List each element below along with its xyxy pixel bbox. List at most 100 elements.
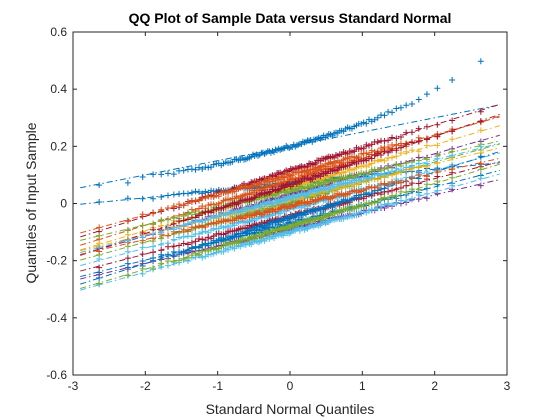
qq-point-marker [220, 248, 227, 255]
qq-point-marker [184, 228, 191, 235]
qq-point-marker [351, 148, 358, 155]
qq-point-marker [210, 250, 217, 257]
qq-point-marker [96, 199, 103, 206]
qq-point-marker [389, 134, 396, 141]
qq-point-marker [199, 228, 206, 235]
y-tick-label: -0.2 [46, 254, 67, 268]
qq-point-marker [423, 123, 430, 130]
qq-point-marker [381, 157, 388, 164]
qq-point-marker [150, 220, 157, 227]
qq-point-marker [180, 255, 187, 262]
qq-point-marker [477, 182, 484, 189]
qq-point-marker [199, 166, 206, 173]
qq-point-marker [139, 244, 146, 251]
qq-point-marker [188, 252, 195, 259]
qq-point-marker [139, 265, 146, 272]
qq-point-marker [258, 203, 265, 210]
qq-point-marker [393, 147, 400, 154]
qq-point-marker [96, 256, 103, 263]
qq-point-marker [368, 174, 375, 181]
qq-point-marker [150, 195, 157, 202]
qq-point-marker [170, 236, 177, 243]
qq-point-marker [176, 234, 183, 241]
qq-point-marker [324, 163, 331, 170]
qq-point-marker [192, 243, 199, 250]
qq-point-marker [158, 229, 165, 236]
qq-point-marker [415, 96, 422, 103]
qq-point-marker [409, 162, 416, 169]
qq-point-marker [415, 180, 422, 187]
qq-point-marker [205, 234, 212, 241]
qq-point-marker [378, 195, 385, 202]
x-tick-label: -2 [140, 379, 151, 393]
qq-point-marker [415, 186, 422, 193]
qq-point-marker [158, 216, 165, 223]
qq-point-marker [158, 260, 165, 267]
qq-point-marker [403, 164, 410, 171]
reference-line [80, 147, 500, 252]
qq-point-marker [202, 209, 209, 216]
qq-point-marker [188, 189, 195, 196]
qq-point-marker [205, 208, 212, 215]
qq-point-marker [164, 252, 171, 259]
qq-point-marker [409, 139, 416, 146]
qq-point-marker [184, 254, 191, 261]
qq-point-marker [338, 159, 345, 166]
qq-point-marker [289, 172, 296, 179]
qq-point-marker [365, 201, 372, 208]
qq-point-marker [188, 166, 195, 173]
qq-point-marker [320, 214, 327, 221]
qq-point-marker [371, 206, 378, 213]
qq-point-marker [96, 232, 103, 239]
qq-point-marker [208, 227, 215, 234]
qq-point-marker [164, 205, 171, 212]
qq-point-marker [188, 219, 195, 226]
qq-point-marker [385, 149, 392, 156]
qq-point-marker [199, 203, 206, 210]
qq-point-marker [363, 200, 370, 207]
qq-point-marker [477, 58, 484, 65]
qq-point-marker [449, 136, 456, 143]
qq-point-marker [278, 198, 285, 205]
qq-point-marker [477, 143, 484, 150]
qq-point-marker [176, 225, 183, 232]
qq-point-marker [210, 214, 217, 221]
qq-point-marker [393, 153, 400, 160]
data-series [80, 113, 500, 256]
qq-point-marker [381, 112, 388, 119]
qq-point-marker [192, 224, 199, 231]
y-tick-label: -0.6 [46, 368, 67, 382]
qq-point-marker [434, 187, 441, 194]
qq-point-marker [371, 116, 378, 123]
qq-point-marker [287, 224, 294, 231]
qq-point-marker [355, 194, 362, 201]
qq-point-marker [393, 165, 400, 172]
qq-point-marker [199, 218, 206, 225]
qq-point-marker [477, 127, 484, 134]
qq-point-marker [374, 166, 381, 173]
qq-point-marker [374, 198, 381, 205]
qq-point-marker [409, 195, 416, 202]
qq-point-marker [139, 211, 146, 218]
qq-point-marker [150, 257, 157, 264]
qq-point-marker [434, 142, 441, 149]
qq-point-marker [381, 180, 388, 187]
qq-point-marker [192, 238, 199, 245]
qq-point-marker [170, 253, 177, 260]
data-series [80, 140, 500, 241]
qq-point-marker [477, 166, 484, 173]
x-tick-label: 2 [431, 379, 438, 393]
qq-point-marker [409, 100, 416, 107]
qq-point-marker [170, 226, 177, 233]
qq-point-marker [374, 138, 381, 145]
qq-point-marker [434, 168, 441, 175]
qq-point-marker [381, 201, 388, 208]
qq-point-marker [195, 217, 202, 224]
qq-point-marker [215, 193, 222, 200]
qq-point-marker [374, 114, 381, 121]
qq-point-marker [381, 165, 388, 172]
qq-point-marker [381, 194, 388, 201]
qq-point-marker [164, 216, 171, 223]
qq-point-marker [397, 179, 404, 186]
qq-point-marker [195, 244, 202, 251]
